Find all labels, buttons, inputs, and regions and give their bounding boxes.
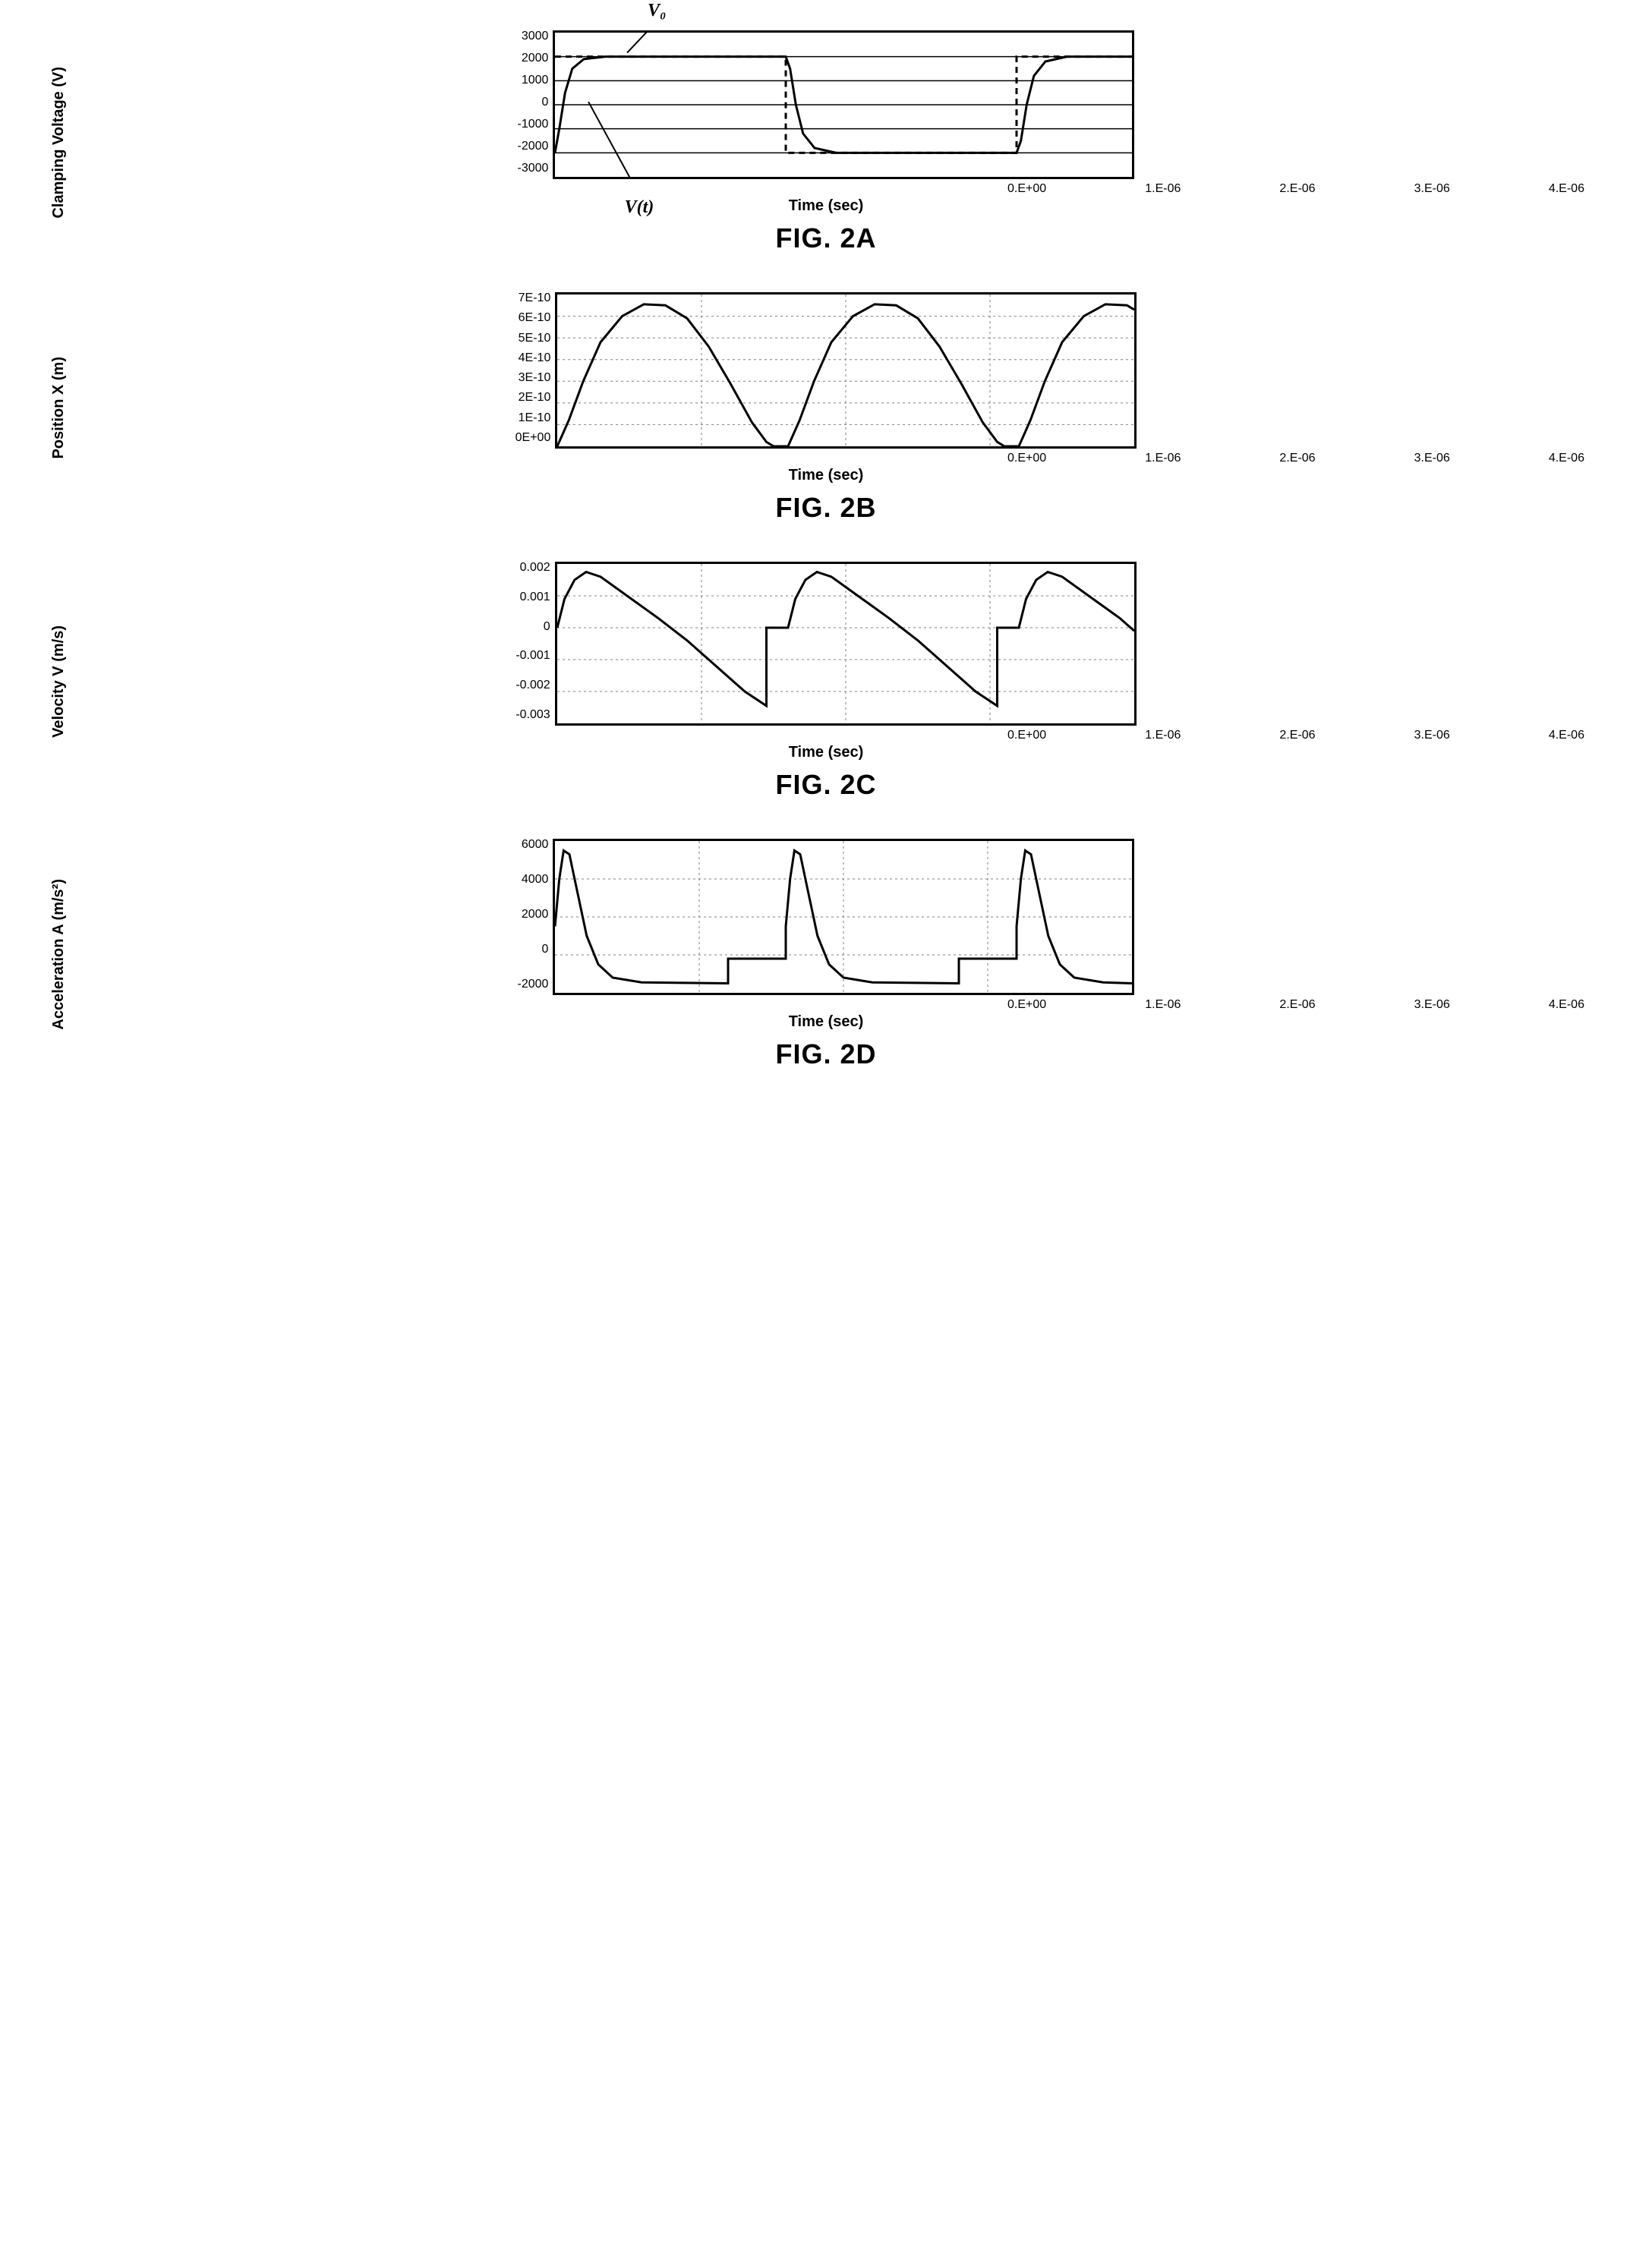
- ytick: 1000: [522, 74, 549, 87]
- ytick: 2000: [522, 52, 549, 65]
- x-ticks: 0.E+00 1.E-06 2.E-06 3.E-06 4.E-06: [1007, 729, 1584, 742]
- y-ticks: 3000 2000 1000 0 -1000 -2000 -3000: [518, 30, 553, 175]
- plot-area: V₀V(t): [553, 30, 1134, 179]
- ytick: 6E-10: [519, 312, 551, 324]
- ytick: -1000: [518, 118, 549, 131]
- y-axis-label: Position X (m): [46, 357, 68, 458]
- ytick: 2000: [522, 909, 549, 921]
- y-axis-label: Clamping Voltage (V): [46, 67, 68, 219]
- xtick: 0.E+00: [1007, 182, 1046, 196]
- xtick: 2.E-06: [1279, 182, 1315, 196]
- ytick: -0.003: [515, 709, 550, 721]
- xtick: 1.E-06: [1145, 452, 1181, 465]
- x-axis-label: Time (sec): [789, 467, 864, 484]
- ytick: 0.001: [520, 591, 550, 603]
- ytick: -3000: [518, 162, 549, 175]
- annotation: V₀: [648, 1, 666, 21]
- xtick: 4.E-06: [1549, 452, 1584, 465]
- xtick: 2.E-06: [1279, 729, 1315, 742]
- ytick: 5E-10: [519, 332, 551, 345]
- ytick: -2000: [518, 978, 549, 991]
- xtick: 0.E+00: [1007, 998, 1046, 1012]
- ytick: 2E-10: [519, 392, 551, 404]
- ytick: -0.002: [515, 679, 550, 691]
- ytick: 0: [542, 96, 549, 109]
- figure-title: FIG. 2C: [775, 769, 876, 801]
- y-ticks: 0.002 0.001 0 -0.001 -0.002 -0.003: [515, 562, 554, 721]
- ytick: -0.001: [515, 650, 550, 662]
- fig2d: Acceleration A (m/s²) 6000 4000 2000 0 -2000…: [46, 839, 1584, 1070]
- x-axis-label: Time (sec): [789, 1013, 864, 1031]
- figure-title: FIG. 2D: [775, 1038, 876, 1070]
- x-ticks: 0.E+00 1.E-06 2.E-06 3.E-06 4.E-06: [1007, 182, 1584, 196]
- xtick: 4.E-06: [1549, 998, 1584, 1012]
- figure-title: FIG. 2A: [775, 222, 876, 254]
- xtick: 2.E-06: [1279, 998, 1315, 1012]
- ytick: 0E+00: [515, 432, 551, 444]
- ytick: 0.002: [520, 562, 550, 574]
- plot-area: [553, 839, 1134, 995]
- xtick: 3.E-06: [1414, 729, 1450, 742]
- ytick: 4E-10: [519, 352, 551, 364]
- x-axis-label: Time (sec): [789, 744, 864, 761]
- xtick: 0.E+00: [1007, 452, 1046, 465]
- ytick: 6000: [522, 839, 549, 851]
- plot-area: [555, 562, 1137, 726]
- ytick: 0: [542, 943, 549, 956]
- xtick: 3.E-06: [1414, 998, 1450, 1012]
- ytick: 3E-10: [519, 372, 551, 384]
- plot-area: [555, 292, 1137, 449]
- ytick: 3000: [522, 30, 549, 43]
- xtick: 1.E-06: [1145, 182, 1181, 196]
- y-ticks: 7E-10 6E-10 5E-10 4E-10 3E-10 2E-10 1E-10 0E+00: [515, 292, 556, 444]
- x-ticks: 0.E+00 1.E-06 2.E-06 3.E-06 4.E-06: [1007, 452, 1584, 465]
- ytick: 1E-10: [519, 412, 551, 424]
- xtick: 3.E-06: [1414, 182, 1450, 196]
- xtick: 3.E-06: [1414, 452, 1450, 465]
- fig2a: Clamping Voltage (V) 3000 2000 1000 0 -1000 -…: [46, 30, 1584, 254]
- fig2c: Velocity V (m/s) 0.002 0.001 0 -0.001 -0.002…: [46, 562, 1584, 801]
- xtick: 1.E-06: [1145, 729, 1181, 742]
- ytick: 4000: [522, 874, 549, 886]
- xtick: 1.E-06: [1145, 998, 1181, 1012]
- figure-title: FIG. 2B: [775, 492, 876, 524]
- ytick: 7E-10: [519, 292, 551, 304]
- xtick: 0.E+00: [1007, 729, 1046, 742]
- y-axis-label: Acceleration A (m/s²): [46, 879, 68, 1030]
- annotation: V(t): [625, 197, 654, 218]
- y-ticks: 6000 4000 2000 0 -2000: [518, 839, 553, 991]
- xtick: 4.E-06: [1549, 729, 1584, 742]
- fig2b: Position X (m) 7E-10 6E-10 5E-10 4E-10 3E-10…: [46, 292, 1584, 524]
- ytick: -2000: [518, 140, 549, 153]
- x-ticks: 0.E+00 1.E-06 2.E-06 3.E-06 4.E-06: [1007, 998, 1584, 1012]
- xtick: 2.E-06: [1279, 452, 1315, 465]
- x-axis-label: Time (sec): [789, 197, 864, 215]
- y-axis-label: Velocity V (m/s): [46, 625, 68, 738]
- xtick: 4.E-06: [1549, 182, 1584, 196]
- ytick: 0: [544, 621, 550, 633]
